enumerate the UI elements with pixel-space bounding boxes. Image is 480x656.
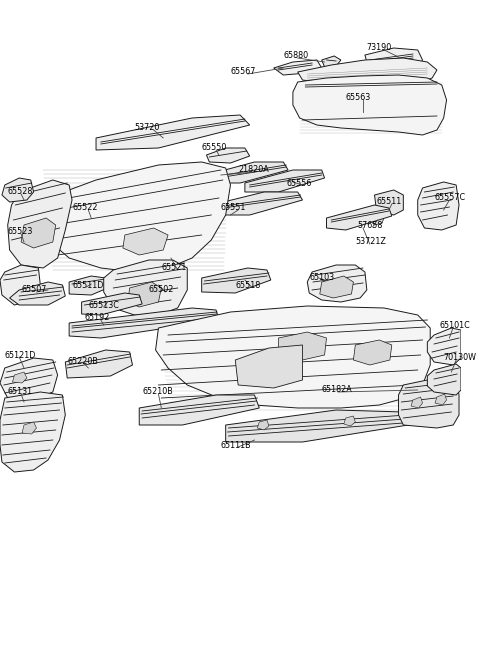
Text: 53721Z: 53721Z bbox=[355, 237, 386, 247]
Polygon shape bbox=[96, 115, 250, 150]
Polygon shape bbox=[245, 170, 324, 192]
Polygon shape bbox=[307, 265, 367, 302]
Text: 65567: 65567 bbox=[230, 68, 256, 77]
Polygon shape bbox=[257, 420, 269, 430]
Text: 65210B: 65210B bbox=[142, 388, 173, 396]
Text: 65880: 65880 bbox=[283, 52, 309, 60]
Text: 21820A: 21820A bbox=[238, 165, 269, 174]
Text: 65507: 65507 bbox=[21, 285, 47, 295]
Polygon shape bbox=[320, 276, 353, 298]
Polygon shape bbox=[82, 293, 142, 315]
Polygon shape bbox=[206, 162, 288, 183]
Polygon shape bbox=[411, 397, 422, 408]
Polygon shape bbox=[139, 395, 259, 425]
Text: 65513C: 65513C bbox=[88, 300, 119, 310]
Text: 70130W: 70130W bbox=[444, 354, 477, 363]
Text: 65522: 65522 bbox=[72, 203, 97, 213]
Polygon shape bbox=[371, 213, 384, 225]
Polygon shape bbox=[326, 205, 392, 230]
Polygon shape bbox=[398, 378, 459, 428]
Text: 65551: 65551 bbox=[221, 203, 246, 213]
Text: 65521: 65521 bbox=[161, 264, 187, 272]
Polygon shape bbox=[353, 340, 392, 365]
Polygon shape bbox=[427, 328, 461, 365]
Polygon shape bbox=[435, 394, 446, 405]
Text: 57658: 57658 bbox=[357, 220, 383, 230]
Text: 65182A: 65182A bbox=[322, 386, 352, 394]
Text: 65111B: 65111B bbox=[221, 440, 252, 449]
Polygon shape bbox=[156, 306, 430, 408]
Text: 65511D: 65511D bbox=[72, 281, 103, 289]
Polygon shape bbox=[211, 192, 302, 215]
Text: 65523: 65523 bbox=[8, 228, 33, 237]
Text: 65563: 65563 bbox=[346, 94, 371, 102]
Polygon shape bbox=[278, 332, 326, 360]
Text: 65557C: 65557C bbox=[434, 194, 465, 203]
Polygon shape bbox=[298, 58, 437, 82]
Text: 73190: 73190 bbox=[367, 43, 392, 52]
Polygon shape bbox=[365, 48, 422, 70]
Text: 65518: 65518 bbox=[235, 281, 261, 289]
Polygon shape bbox=[69, 308, 219, 338]
Text: 65511: 65511 bbox=[376, 197, 402, 207]
Polygon shape bbox=[65, 350, 132, 378]
Text: 65121D: 65121D bbox=[5, 350, 36, 359]
Polygon shape bbox=[8, 180, 72, 268]
Polygon shape bbox=[10, 282, 65, 305]
Text: 65103: 65103 bbox=[309, 274, 335, 283]
Polygon shape bbox=[235, 345, 302, 388]
Polygon shape bbox=[206, 148, 250, 163]
Text: 65220B: 65220B bbox=[67, 358, 98, 367]
Polygon shape bbox=[69, 276, 108, 295]
Text: 65131: 65131 bbox=[8, 388, 33, 396]
Polygon shape bbox=[322, 56, 341, 67]
Polygon shape bbox=[104, 260, 187, 315]
Polygon shape bbox=[22, 422, 36, 434]
Polygon shape bbox=[12, 372, 27, 383]
Text: 65550: 65550 bbox=[202, 144, 227, 152]
Polygon shape bbox=[418, 182, 459, 230]
Polygon shape bbox=[202, 268, 271, 293]
Polygon shape bbox=[40, 162, 230, 272]
Polygon shape bbox=[128, 282, 161, 307]
Text: 65192: 65192 bbox=[84, 314, 110, 323]
Text: 65502: 65502 bbox=[149, 285, 174, 295]
Polygon shape bbox=[2, 178, 34, 202]
Polygon shape bbox=[427, 364, 461, 395]
Polygon shape bbox=[293, 75, 446, 135]
Polygon shape bbox=[123, 228, 168, 255]
Polygon shape bbox=[0, 265, 40, 305]
Polygon shape bbox=[274, 60, 322, 75]
Polygon shape bbox=[21, 218, 56, 248]
Polygon shape bbox=[0, 358, 58, 400]
Polygon shape bbox=[374, 190, 403, 215]
Text: 53720: 53720 bbox=[134, 123, 160, 133]
Text: 65101C: 65101C bbox=[440, 321, 470, 329]
Text: 65528: 65528 bbox=[8, 188, 33, 197]
Polygon shape bbox=[226, 410, 408, 442]
Text: 65556: 65556 bbox=[286, 178, 312, 188]
Polygon shape bbox=[0, 392, 65, 472]
Polygon shape bbox=[344, 416, 355, 426]
